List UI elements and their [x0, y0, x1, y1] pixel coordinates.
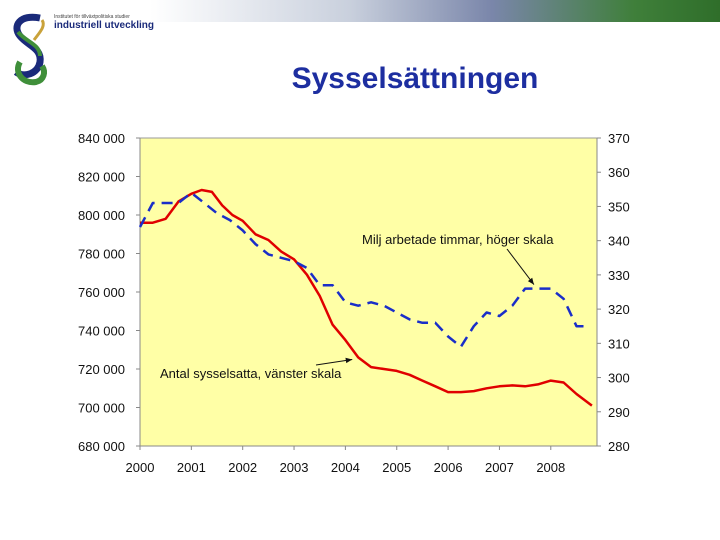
x-tick-label: 2004	[331, 460, 360, 475]
annotation-arrowhead-employment	[345, 357, 353, 364]
x-tick-label: 2007	[485, 460, 514, 475]
y-left-tick-label: 840 000	[78, 131, 125, 146]
y-right-tick-label: 360	[608, 165, 630, 180]
x-tick-label: 2001	[177, 460, 206, 475]
x-tick-label: 2002	[228, 460, 257, 475]
y-right-tick-label: 370	[608, 131, 630, 146]
y-right-tick-label: 320	[608, 302, 630, 317]
y-left-tick-label: 820 000	[78, 170, 125, 185]
chart-axes: 840 000 820 000 800 000 780 000 760 000 740 0…	[78, 131, 630, 475]
y-left-tick-label: 700 000	[78, 401, 125, 416]
y-left-tick-label: 800 000	[78, 208, 125, 223]
page-title: Sysselsättningen	[291, 62, 539, 95]
y-left-tick-label: 780 000	[78, 247, 125, 262]
y-right-tick-label: 280	[608, 439, 630, 454]
x-tick-label: 2003	[280, 460, 309, 475]
y-left-tick-label: 720 000	[78, 362, 125, 377]
header-gradient-bar	[150, 0, 720, 22]
annotation-employment-label: Antal sysselsatta, vänster skala	[160, 366, 342, 381]
x-tick-label: 2000	[126, 460, 155, 475]
logo-text: industriell utveckling	[54, 20, 155, 31]
series-hours-line	[138, 191, 590, 349]
chart-annotations: Milj arbetade timmar, höger skala Antal …	[160, 232, 554, 381]
y-right-tick-label: 340	[608, 234, 630, 249]
annotation-hours-label: Milj arbetade timmar, höger skala	[362, 232, 554, 247]
plot-area	[139, 137, 598, 447]
y-right-tick-label: 300	[608, 371, 630, 386]
y-left-tick-label: 680 000	[78, 439, 125, 454]
annotation-arrowhead-hours	[527, 277, 534, 285]
y-right-tick-label: 290	[608, 405, 630, 420]
x-tick-label: 2005	[382, 460, 411, 475]
logo-subtitle: Institutet för tillväxtpolitiska studier	[54, 14, 130, 20]
annotation-arrow-hours	[506, 248, 535, 285]
y-left-tick-label: 740 000	[78, 324, 125, 339]
chart-series	[138, 188, 593, 407]
y-right-tick-label: 310	[608, 336, 630, 351]
y-right-tick-label: 350	[608, 199, 630, 214]
y-right-tick-label: 330	[608, 268, 630, 283]
x-tick-label: 2008	[536, 460, 565, 475]
logo-icon	[13, 13, 47, 86]
series-employment-line	[140, 188, 593, 407]
x-tick-label: 2006	[434, 460, 463, 475]
y-left-tick-label: 760 000	[78, 285, 125, 300]
